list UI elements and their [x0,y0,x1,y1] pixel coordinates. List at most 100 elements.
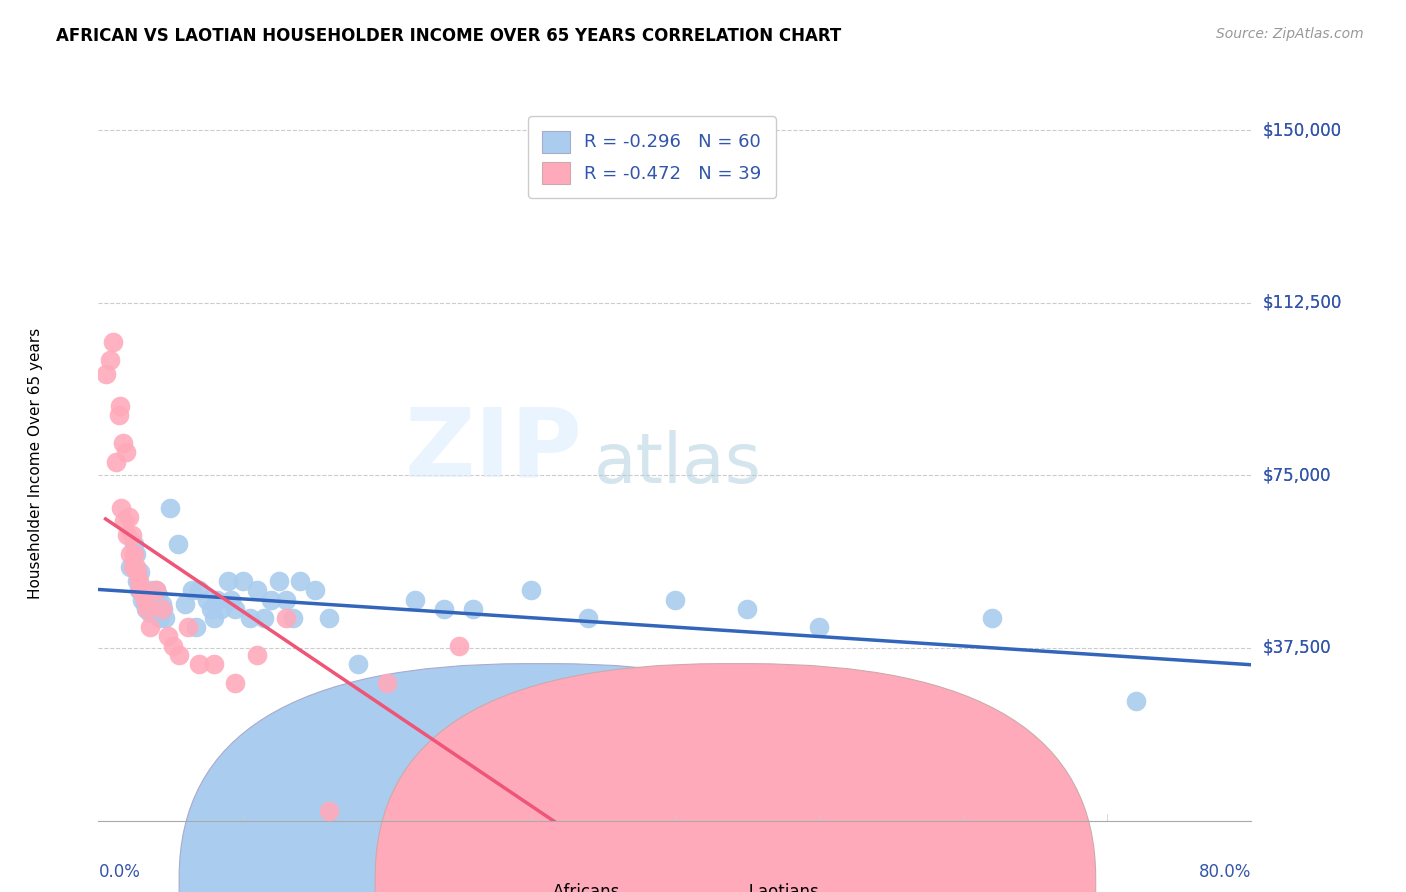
Point [131,592,153,607]
Point [152,602,174,616]
Point [131,583,153,598]
Point [136,588,159,602]
Point [253,611,276,625]
Text: AFRICAN VS LAOTIAN HOUSEHOLDER INCOME OVER 65 YEARS CORRELATION CHART: AFRICAN VS LAOTIAN HOUSEHOLDER INCOME OV… [56,27,841,45]
Text: $150,000: $150,000 [1263,121,1341,139]
Point [127,565,149,579]
Point [231,574,254,589]
Point [141,583,163,598]
FancyBboxPatch shape [375,664,1095,892]
Text: 0.0%: 0.0% [98,863,141,881]
Point [118,509,141,524]
Point [134,597,156,611]
Point [188,657,211,672]
Point [134,592,156,607]
Point [107,409,129,423]
Text: $112,500: $112,500 [1263,293,1341,311]
Point [153,611,176,625]
Point [405,592,427,607]
Point [260,592,283,607]
Point [111,436,134,450]
Point [101,334,124,349]
Point [166,537,188,551]
Point [139,607,162,621]
Point [375,684,398,698]
Point [224,602,246,616]
Point [156,630,179,644]
Point [290,574,312,589]
Point [122,560,145,574]
Text: $37,500: $37,500 [1263,639,1331,657]
Text: Householder Income Over 65 years: Householder Income Over 65 years [28,328,42,599]
Point [148,602,170,616]
Point [346,657,368,672]
Point [104,454,127,468]
Point [636,795,658,809]
Point [447,639,470,653]
Point [120,547,142,561]
Point [132,583,155,598]
Point [274,611,297,625]
Point [461,602,484,616]
Point [578,611,600,625]
Point [98,353,121,368]
Point [159,500,181,515]
Point [129,583,152,598]
Point [246,583,269,598]
Point [239,611,262,625]
Point [520,583,543,598]
Point [167,648,190,662]
Point [145,583,167,598]
Point [124,547,146,561]
Point [145,583,167,598]
Point [127,574,149,589]
Point [149,611,172,625]
Point [181,583,204,598]
Point [177,620,200,634]
Point [174,597,197,611]
Point [664,592,686,607]
Text: atlas: atlas [595,430,762,498]
Point [304,583,326,598]
Point [205,592,228,607]
Point [195,592,218,607]
Text: $112,500: $112,500 [1263,293,1343,311]
Point [281,611,304,625]
Legend: R = -0.296   N = 60, R = -0.472   N = 39: R = -0.296 N = 60, R = -0.472 N = 39 [529,116,776,198]
Point [143,602,166,616]
Point [139,620,162,634]
Point [142,597,165,611]
Text: Source: ZipAtlas.com: Source: ZipAtlas.com [1216,27,1364,41]
Point [114,445,136,459]
Point [246,648,269,662]
Point [129,565,152,579]
Text: ZIP: ZIP [405,403,582,496]
Point [120,560,142,574]
Point [274,592,297,607]
FancyBboxPatch shape [179,664,900,892]
Point [117,528,138,542]
Text: $37,500: $37,500 [1263,639,1331,657]
Point [110,500,132,515]
Point [121,528,143,542]
Point [224,675,246,690]
Point [209,602,232,616]
Point [108,399,131,413]
Point [807,620,830,634]
Point [188,583,211,598]
Point [150,597,173,611]
Point [125,547,148,561]
Text: $75,000: $75,000 [1263,467,1331,484]
Point [94,367,117,381]
Point [1125,694,1147,708]
Point [136,602,159,616]
Point [318,611,340,625]
Text: $150,000: $150,000 [1263,121,1341,139]
Point [202,657,225,672]
Point [202,611,225,625]
Point [128,574,150,589]
Point [433,602,456,616]
Text: Laotians: Laotians [733,883,818,892]
Point [150,602,173,616]
Point [138,592,160,607]
